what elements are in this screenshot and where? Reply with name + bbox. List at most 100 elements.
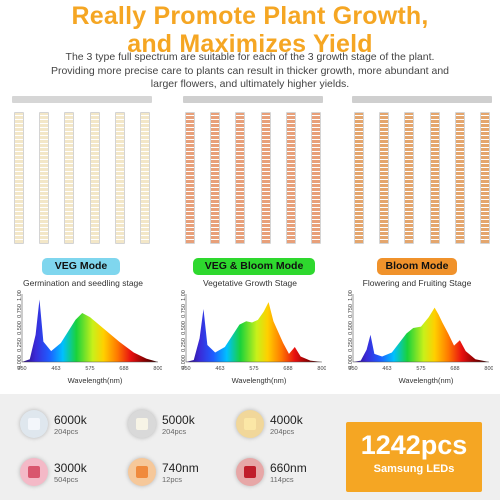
chip-740nm: 740nm 12pcs (128, 458, 199, 486)
panel-veg (12, 96, 152, 244)
led-chip-icon (236, 458, 264, 486)
x-tick-label: 575 (85, 366, 94, 372)
led-strip (354, 112, 364, 244)
x-tick-label: 575 (416, 366, 425, 372)
x-tick-label: 575 (249, 366, 258, 372)
spectrum-xlabel-veg: Wavelength(nm) (67, 376, 123, 385)
led-strip (379, 112, 390, 244)
led-strip (114, 112, 125, 244)
y-tick-label: 0.500 (181, 321, 187, 335)
spectrum-axes (185, 294, 322, 363)
panel-frame (354, 112, 490, 244)
chip-5000k: 5000k 204pcs (128, 410, 195, 438)
spectrum-xlabel-bloom: Wavelength(nm) (398, 376, 454, 385)
x-tick-label: 800 (153, 366, 162, 372)
chip-name: 3000k (54, 460, 87, 475)
spectrum-veg: 350 463 575 688 800 0.000 0.250 0.500 0.750 1.000 (12, 290, 162, 386)
headline-line-2: and Maximizes Yield (127, 30, 373, 58)
headline: Really Promote Plant Growth, and Maximiz… (0, 2, 500, 58)
y-tick-label: 0.500 (17, 321, 23, 335)
y-tick-label: 0.500 (348, 321, 354, 335)
panel-veg-bloom (183, 96, 323, 244)
y-tick-label: 0.000 (348, 355, 354, 369)
led-chip-icon (20, 458, 48, 486)
led-strip (140, 112, 150, 244)
spectrum-curve (186, 302, 322, 362)
chip-name: 5000k (162, 412, 195, 427)
x-tick-label: 800 (317, 366, 326, 372)
mode-badge-veg-bloom: VEG & Bloom Mode (193, 258, 315, 275)
led-strip (311, 112, 321, 244)
spectrum-axes (21, 294, 158, 363)
panel-top-bar (12, 96, 152, 103)
led-strip (260, 112, 271, 244)
x-tick-label: 688 (283, 366, 292, 372)
chip-name: 4000k (270, 412, 303, 427)
led-strip (39, 112, 50, 244)
chip-count: 114pcs (270, 474, 294, 484)
spectrum-chart: 350 463 575 688 800 0.000 0.250 0.500 0.750 1.000 (17, 290, 162, 372)
led-strip (429, 112, 440, 244)
intro-line-2: Providing more precise care to plants ca… (50, 64, 450, 77)
chip-count: 204pcs (270, 426, 295, 436)
chip-name: 740nm (162, 460, 199, 475)
led-chip-icon (20, 410, 48, 438)
led-chip-icon (128, 410, 156, 438)
y-tick-label: 1.000 (348, 290, 354, 301)
y-tick-label: 0.250 (348, 338, 354, 352)
led-chip-icon (236, 410, 264, 438)
mode-badge-bloom: Bloom Mode (377, 258, 457, 275)
led-strip (404, 112, 415, 244)
total-label: Samsung LEDs (373, 463, 455, 475)
spectrum-xlabel-veg-bloom: Wavelength(nm) (231, 376, 287, 385)
stage-veg-bloom: Vegetative Growth Stage (202, 278, 298, 288)
led-strip (454, 112, 465, 244)
chip-count: 204pcs (162, 426, 187, 436)
chip-name: 6000k (54, 412, 87, 427)
y-tick-label: 1.000 (17, 290, 23, 301)
x-tick-label: 463 (215, 366, 224, 372)
intro-line-3: larger flowers, and ultimately higher yi… (150, 78, 350, 90)
panel-frame (14, 112, 150, 244)
x-tick-label: 463 (382, 366, 391, 372)
led-chip-icon (128, 458, 156, 486)
spectrum-axes (352, 294, 489, 363)
headline-line-1: Really Promote Plant Growth, (71, 2, 429, 30)
panel-top-bar (183, 96, 323, 103)
intro-line-1: The 3 type full spectrum are suitable fo… (65, 51, 435, 63)
chip-660nm: 660nm 114pcs (236, 458, 307, 486)
x-tick-label: 350 (181, 366, 190, 372)
chip-name: 660nm (270, 460, 307, 475)
x-tick-label: 688 (119, 366, 128, 372)
panel-frame (185, 112, 321, 244)
y-tick-label: 0.000 (181, 355, 187, 369)
stage-bloom: Flowering and Fruiting Stage (362, 278, 472, 288)
x-tick-label: 800 (484, 366, 493, 372)
led-strip (210, 112, 221, 244)
led-strip (285, 112, 296, 244)
x-tick-label: 688 (450, 366, 459, 372)
x-tick-label: 350 (348, 366, 357, 372)
led-strip (185, 112, 195, 244)
x-tick-label: 463 (51, 366, 60, 372)
led-strip (235, 112, 246, 244)
chip-6000k: 6000k 204pcs (20, 410, 87, 438)
spectrum-chart: 350 463 575 688 800 0.000 0.250 0.500 0.750 1.000 (181, 290, 326, 372)
y-tick-label: 0.000 (17, 355, 23, 369)
y-tick-label: 0.750 (348, 304, 354, 318)
y-tick-label: 0.250 (181, 338, 187, 352)
x-tick-label: 350 (17, 366, 26, 372)
spectrum-chart: 350 463 575 688 800 0.000 0.250 0.500 0.750 1.000 (348, 290, 493, 372)
spectrum-curve (353, 307, 489, 362)
total-led-badge: 1242pcs Samsung LEDs (346, 422, 482, 492)
mode-badge-veg: VEG Mode (42, 258, 120, 275)
chip-3000k: 3000k 504pcs (20, 458, 87, 486)
chip-count: 12pcs (162, 474, 183, 484)
spectrum-bloom: 350 463 575 688 800 0.000 0.250 0.500 0.750 1.000 (343, 290, 493, 386)
chip-4000k: 4000k 204pcs (236, 410, 303, 438)
led-strip (480, 112, 490, 244)
total-count: 1242pcs (360, 430, 468, 460)
spectrum-veg-bloom: 350 463 575 688 800 0.000 0.250 0.500 0.750 1.000 (176, 290, 326, 386)
led-strip (64, 112, 75, 244)
led-strip (89, 112, 100, 244)
